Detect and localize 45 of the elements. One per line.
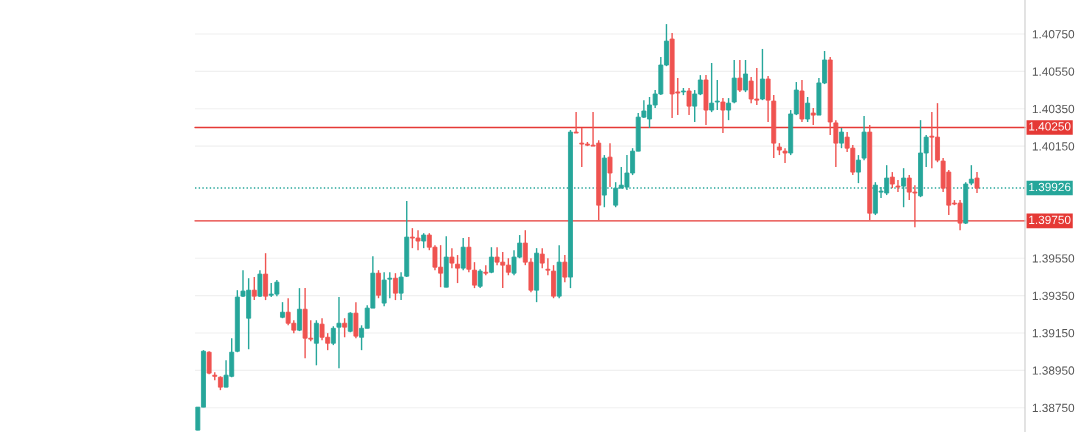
candlestick [342, 317, 348, 338]
candlestick [855, 154, 861, 184]
ref-line-label: 1.39926 [1029, 182, 1071, 192]
candlestick [460, 237, 466, 271]
candlestick [297, 287, 302, 332]
candlestick [895, 179, 901, 193]
candlestick [455, 254, 460, 284]
candlestick [737, 59, 743, 93]
candlestick [839, 127, 844, 149]
candlestick [251, 276, 257, 301]
candlestick [686, 87, 692, 116]
candlestick [562, 254, 568, 283]
candlestick [313, 319, 319, 366]
ref-line-label: 1.39750 [1029, 215, 1071, 225]
y-tick-label: 1.38950 [1032, 366, 1075, 375]
candlestick [974, 171, 980, 194]
candlestick [330, 325, 336, 346]
candlestick [720, 97, 726, 134]
y-tick-label: 1.39350 [1032, 291, 1075, 300]
candlestick [805, 96, 811, 123]
candlestick [477, 268, 483, 289]
candlestick [466, 236, 472, 273]
y-tick-label: 1.38750 [1032, 403, 1075, 413]
y-tick-label: 1.40350 [1032, 104, 1075, 114]
candlestick [336, 296, 342, 369]
candlestick [353, 301, 359, 339]
y-tick-label: 1.40150 [1032, 142, 1075, 151]
candlestick [760, 48, 765, 101]
candlestick [376, 269, 381, 299]
y-tick-label: 1.39550 [1032, 254, 1075, 263]
candlestick [539, 247, 545, 269]
candlestick [743, 59, 748, 93]
candlestick [263, 252, 269, 301]
candlestick [782, 147, 788, 164]
candlestick [257, 269, 263, 298]
y-tick-label: 1.40550 [1032, 67, 1075, 76]
y-tick-label: 1.39150 [1032, 329, 1075, 338]
candlestick [472, 261, 477, 289]
y-tick-label: 1.40750 [1032, 30, 1075, 39]
candlestick [573, 111, 579, 134]
candlestick [607, 142, 613, 188]
ref-line-label: 1.40250 [1029, 122, 1071, 131]
candlestick [449, 247, 455, 269]
candlestick [488, 246, 494, 274]
candlestick [392, 272, 398, 301]
